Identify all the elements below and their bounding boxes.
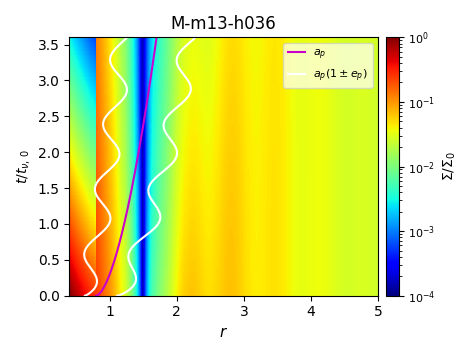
Title: M-m13-h036: M-m13-h036 <box>171 15 277 33</box>
Y-axis label: $t/t_{\nu,\,0}$: $t/t_{\nu,\,0}$ <box>15 149 32 184</box>
X-axis label: $r$: $r$ <box>219 325 228 340</box>
$a_p$ <box>135 154 141 158</box>
$a_p(1\pm e_p)$ <box>158 171 164 175</box>
$a_p$ <box>137 140 143 144</box>
$a_p$ <box>154 35 159 39</box>
$a_p(1\pm e_p)$ <box>187 82 192 86</box>
$a_p$ <box>147 82 153 86</box>
Line: $a_p(1\pm e_p)$: $a_p(1\pm e_p)$ <box>117 37 196 296</box>
$a_p(1\pm e_p)$ <box>114 294 120 298</box>
Legend: $a_p$, $a_p(1\pm e_p)$: $a_p$, $a_p(1\pm e_p)$ <box>283 43 373 88</box>
$a_p$ <box>132 171 137 175</box>
Y-axis label: $\Sigma/\Sigma_0$: $\Sigma/\Sigma_0$ <box>441 152 457 181</box>
$a_p(1\pm e_p)$ <box>186 42 191 46</box>
Line: $a_p$: $a_p$ <box>96 37 156 296</box>
$a_p$ <box>93 294 99 298</box>
$a_p(1\pm e_p)$ <box>174 154 180 158</box>
$a_p(1\pm e_p)$ <box>193 35 199 39</box>
$a_p$ <box>132 169 138 174</box>
$a_p$ <box>153 42 158 46</box>
$a_p(1\pm e_p)$ <box>169 140 175 144</box>
$a_p(1\pm e_p)$ <box>160 169 166 174</box>
